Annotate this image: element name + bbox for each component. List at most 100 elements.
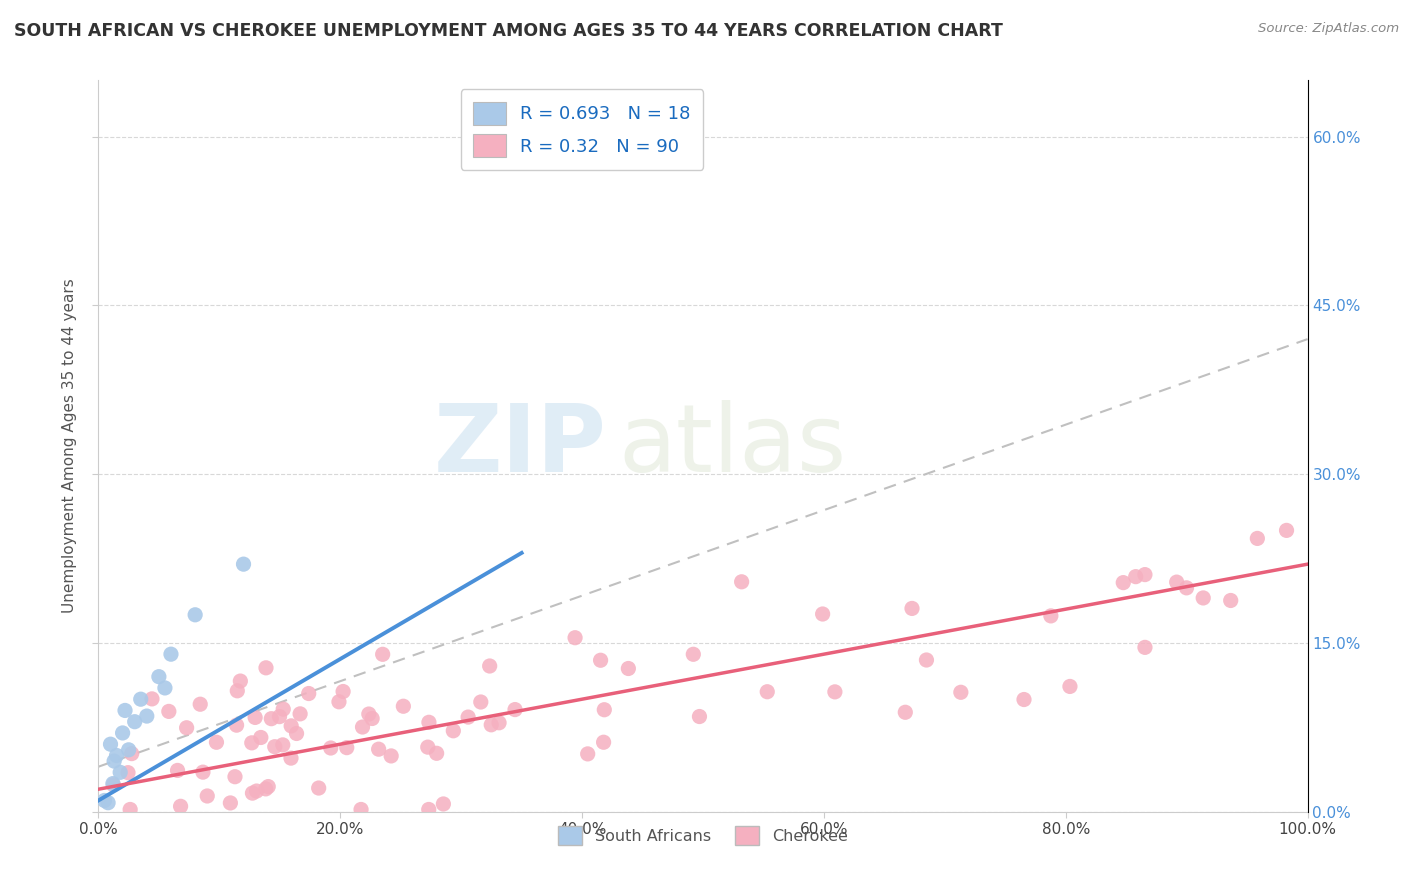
Point: [118, 743, 141, 757]
Point: [260, 712, 283, 726]
Point: [169, 799, 191, 814]
Point: [392, 699, 415, 714]
Point: [1133, 567, 1156, 582]
Point: [418, 715, 440, 730]
Point: [1192, 591, 1215, 605]
Point: [901, 601, 924, 615]
Point: [756, 684, 779, 698]
Point: [730, 574, 752, 589]
Point: [593, 703, 616, 717]
Point: [352, 720, 374, 734]
Point: [129, 692, 152, 706]
Point: [97, 796, 120, 810]
Point: [240, 736, 263, 750]
Point: [617, 661, 640, 675]
Point: [1012, 692, 1035, 706]
Point: [191, 765, 214, 780]
Point: [111, 726, 134, 740]
Point: [811, 607, 834, 621]
Point: [478, 659, 501, 673]
Point: [416, 740, 439, 755]
Point: [503, 702, 526, 716]
Point: [195, 789, 218, 803]
Point: [479, 718, 502, 732]
Point: [101, 776, 124, 790]
Point: [160, 647, 183, 661]
Point: [361, 711, 384, 725]
Y-axis label: Unemployment Among Ages 35 to 44 years: Unemployment Among Ages 35 to 44 years: [62, 278, 77, 614]
Point: [257, 780, 280, 794]
Point: [108, 765, 131, 780]
Point: [103, 754, 125, 768]
Point: [157, 705, 180, 719]
Point: [121, 747, 143, 761]
Point: [298, 686, 321, 700]
Point: [682, 648, 704, 662]
Point: [915, 653, 938, 667]
Point: [103, 778, 125, 792]
Point: [564, 631, 586, 645]
Point: [1166, 575, 1188, 590]
Point: [153, 681, 176, 695]
Point: [226, 683, 249, 698]
Point: [280, 751, 302, 765]
Point: [949, 685, 972, 699]
Point: [1133, 640, 1156, 655]
Point: [592, 735, 614, 749]
Point: [254, 781, 277, 796]
Point: [308, 780, 330, 795]
Point: [271, 702, 294, 716]
Point: [100, 737, 122, 751]
Text: Source: ZipAtlas.com: Source: ZipAtlas.com: [1258, 22, 1399, 36]
Point: [336, 740, 359, 755]
Point: [141, 692, 163, 706]
Point: [824, 685, 846, 699]
Point: [93, 793, 115, 807]
Point: [328, 695, 350, 709]
Point: [148, 670, 170, 684]
Point: [229, 674, 252, 689]
Point: [357, 706, 380, 721]
Point: [488, 715, 510, 730]
Point: [205, 735, 228, 749]
Point: [894, 706, 917, 720]
Point: [576, 747, 599, 761]
Point: [457, 710, 479, 724]
Point: [426, 747, 449, 761]
Point: [332, 684, 354, 698]
Point: [271, 738, 294, 752]
Point: [135, 709, 157, 723]
Point: [184, 607, 207, 622]
Point: [367, 742, 389, 756]
Point: [188, 697, 211, 711]
Point: [269, 709, 291, 723]
Point: [1125, 569, 1147, 583]
Point: [319, 741, 342, 756]
Point: [432, 797, 454, 811]
Point: [380, 748, 402, 763]
Point: [254, 661, 277, 675]
Point: [117, 765, 139, 780]
Point: [589, 653, 612, 667]
Point: [470, 695, 492, 709]
Point: [124, 714, 146, 729]
Text: atlas: atlas: [619, 400, 846, 492]
Point: [285, 726, 308, 740]
Point: [224, 770, 246, 784]
Point: [688, 709, 710, 723]
Point: [219, 796, 242, 810]
Point: [1175, 581, 1198, 595]
Point: [120, 802, 142, 816]
Point: [166, 764, 188, 778]
Point: [418, 802, 440, 816]
Point: [263, 739, 285, 754]
Point: [225, 718, 247, 732]
Point: [250, 731, 273, 745]
Point: [1059, 680, 1081, 694]
Point: [288, 706, 311, 721]
Point: [1246, 532, 1268, 546]
Point: [371, 648, 394, 662]
Point: [350, 802, 373, 816]
Point: [441, 723, 464, 738]
Point: [243, 710, 266, 724]
